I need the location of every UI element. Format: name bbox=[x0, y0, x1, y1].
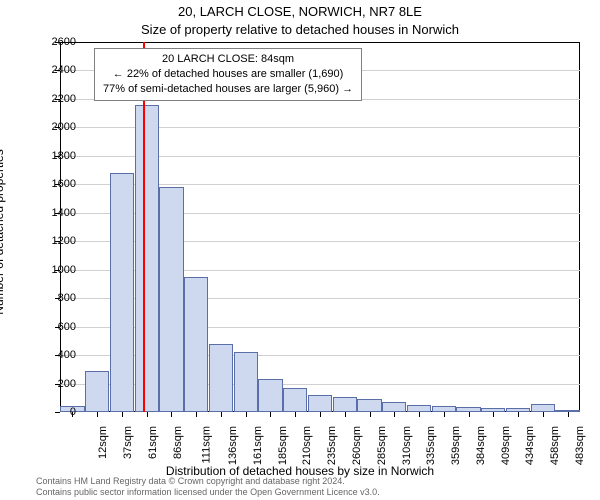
bar bbox=[333, 397, 357, 412]
x-tick-mark bbox=[543, 412, 544, 417]
x-tick-mark bbox=[370, 412, 371, 417]
bar bbox=[209, 344, 233, 412]
y-tick-label: 2000 bbox=[36, 121, 76, 133]
x-tick-label: 434sqm bbox=[524, 426, 536, 465]
x-tick-label: 285sqm bbox=[376, 426, 388, 465]
infobox-line-3: 77% of semi-detached houses are larger (… bbox=[103, 82, 353, 97]
chart-footer: Contains HM Land Registry data © Crown c… bbox=[36, 476, 380, 498]
bar bbox=[531, 404, 555, 412]
x-tick-label: 483sqm bbox=[574, 426, 586, 465]
x-tick-label: 136sqm bbox=[227, 426, 239, 465]
x-tick-mark bbox=[394, 412, 395, 417]
infobox-line-2: ← 22% of detached houses are smaller (1,… bbox=[103, 67, 353, 82]
bar bbox=[85, 371, 109, 412]
x-tick-mark bbox=[122, 412, 123, 417]
x-tick-label: 260sqm bbox=[351, 426, 363, 465]
x-tick-label: 409sqm bbox=[500, 426, 512, 465]
y-tick-label: 2600 bbox=[36, 36, 76, 48]
x-tick-mark bbox=[295, 412, 296, 417]
x-tick-mark bbox=[469, 412, 470, 417]
x-tick-mark bbox=[493, 412, 494, 417]
bar bbox=[357, 399, 381, 412]
x-tick-mark bbox=[147, 412, 148, 417]
x-tick-mark bbox=[97, 412, 98, 417]
y-tick-label: 1800 bbox=[36, 150, 76, 162]
bar bbox=[258, 379, 282, 412]
footer-line-2: Contains public sector information licen… bbox=[36, 487, 380, 498]
y-tick-label: 200 bbox=[36, 378, 76, 390]
x-tick-label: 12sqm bbox=[97, 426, 109, 459]
x-tick-label: 335sqm bbox=[425, 426, 437, 465]
bar bbox=[184, 277, 208, 412]
bar bbox=[283, 388, 307, 412]
x-tick-label: 210sqm bbox=[302, 426, 314, 465]
y-tick-label: 800 bbox=[36, 292, 76, 304]
bar bbox=[135, 105, 159, 412]
y-tick-label: 600 bbox=[36, 321, 76, 333]
x-tick-label: 384sqm bbox=[475, 426, 487, 465]
y-tick-label: 1200 bbox=[36, 235, 76, 247]
x-tick-mark bbox=[444, 412, 445, 417]
bar bbox=[110, 173, 134, 412]
marker-infobox: 20 LARCH CLOSE: 84sqm ← 22% of detached … bbox=[94, 48, 362, 101]
x-tick-mark bbox=[221, 412, 222, 417]
y-tick-label: 1400 bbox=[36, 207, 76, 219]
x-tick-mark bbox=[345, 412, 346, 417]
y-tick-label: 400 bbox=[36, 349, 76, 361]
x-tick-label: 61sqm bbox=[147, 426, 159, 459]
y-axis-label: Number of detached properties bbox=[0, 149, 6, 314]
x-tick-label: 185sqm bbox=[277, 426, 289, 465]
x-tick-mark bbox=[196, 412, 197, 417]
y-tick-label: 2400 bbox=[36, 64, 76, 76]
bar bbox=[159, 187, 183, 412]
x-tick-mark bbox=[568, 412, 569, 417]
x-tick-label: 86sqm bbox=[172, 426, 184, 459]
bar bbox=[407, 405, 431, 412]
chart-title-main: 20, LARCH CLOSE, NORWICH, NR7 8LE bbox=[0, 4, 600, 19]
x-tick-mark bbox=[171, 412, 172, 417]
y-tick-label: 1600 bbox=[36, 178, 76, 190]
x-tick-label: 359sqm bbox=[450, 426, 462, 465]
x-tick-mark bbox=[518, 412, 519, 417]
chart-title-sub: Size of property relative to detached ho… bbox=[0, 22, 600, 37]
x-tick-label: 161sqm bbox=[252, 426, 264, 465]
footer-line-1: Contains HM Land Registry data © Crown c… bbox=[36, 476, 380, 487]
y-tick-label: 0 bbox=[36, 406, 76, 418]
x-tick-mark bbox=[270, 412, 271, 417]
x-tick-label: 310sqm bbox=[401, 426, 413, 465]
bar bbox=[234, 352, 258, 412]
x-tick-label: 458sqm bbox=[549, 426, 561, 465]
x-tick-label: 111sqm bbox=[201, 426, 213, 464]
x-tick-mark bbox=[246, 412, 247, 417]
infobox-line-1: 20 LARCH CLOSE: 84sqm bbox=[103, 52, 353, 67]
y-tick-label: 1000 bbox=[36, 264, 76, 276]
x-tick-label: 37sqm bbox=[122, 426, 134, 459]
x-tick-label: 235sqm bbox=[326, 426, 338, 465]
bar bbox=[382, 402, 406, 412]
y-tick-label: 2200 bbox=[36, 93, 76, 105]
x-tick-mark bbox=[320, 412, 321, 417]
bar bbox=[308, 395, 332, 412]
x-tick-mark bbox=[419, 412, 420, 417]
